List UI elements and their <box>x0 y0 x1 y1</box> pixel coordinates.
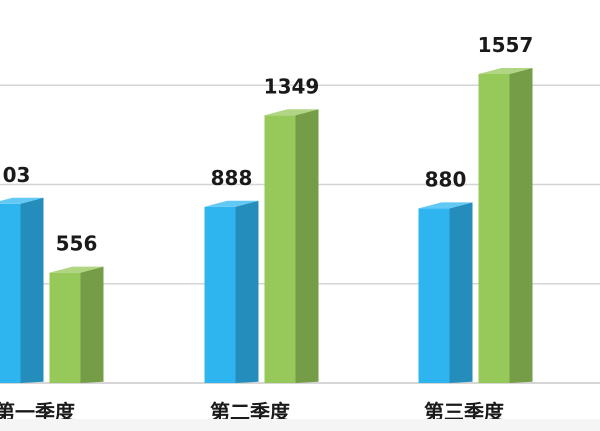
bar-front <box>418 208 450 383</box>
bar-side <box>20 197 44 383</box>
value-label: 556 <box>56 232 98 256</box>
bar-front <box>0 203 21 383</box>
bar-front <box>204 206 236 383</box>
bar-front <box>264 115 296 383</box>
bar-top <box>0 197 44 204</box>
bar-top <box>478 68 533 74</box>
value-label: 1557 <box>478 33 534 57</box>
bottom-strip <box>0 419 600 431</box>
bar-top <box>49 266 104 273</box>
value-label: 03 <box>3 163 31 187</box>
value-labels: 03 556 888 1349 880 1557 <box>3 33 534 256</box>
bar-side <box>235 200 259 383</box>
bar-side <box>509 68 533 383</box>
bar-front <box>478 74 510 383</box>
bar-side <box>80 266 104 383</box>
bar-top <box>264 109 319 116</box>
bar-top <box>204 200 259 207</box>
bar-side <box>449 202 473 383</box>
bars <box>0 68 533 383</box>
bar-top <box>418 202 473 209</box>
bar-side <box>295 109 319 383</box>
bar-front <box>49 272 81 383</box>
value-label: 888 <box>211 166 253 190</box>
value-label: 1349 <box>264 74 320 98</box>
value-label: 880 <box>425 167 467 191</box>
